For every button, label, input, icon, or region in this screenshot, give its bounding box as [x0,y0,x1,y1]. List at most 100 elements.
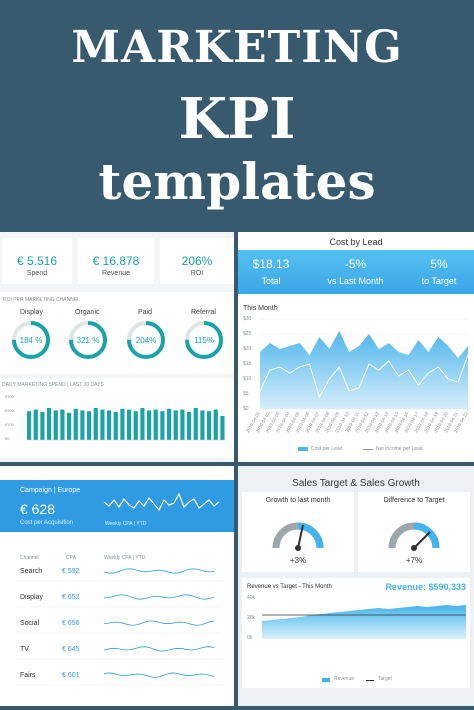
hero-line-2: KPI [178,86,296,152]
gauge-organic [69,321,107,359]
campaign-panel: Campaign | Europe € 628 Cost per Acquisi… [0,466,234,706]
legend-swatch [298,447,308,451]
gauge-value: +3% [289,556,307,565]
spend-bar [167,408,172,440]
kpi-label: Revenue [101,270,131,277]
campaign-title: Campaign | Europe [20,487,81,494]
gauge-referral [185,321,223,359]
kpi-value: € 16.878 [92,254,140,268]
gauge-display [12,321,50,359]
spend-bar [207,411,212,440]
revenue-total: Revenue: $590,333 [385,582,466,592]
y-tick: €0 [5,436,10,441]
campaign-header: Campaign | Europe € 628 Cost per Acquisi… [0,480,234,532]
gauge-value-display: 184 % [19,336,43,345]
net-income-line [259,354,469,399]
y-tick: $20 [243,346,252,352]
legend-net-income: Net Income per Lead [376,446,423,452]
spend-bar [153,409,158,440]
target-gauge [388,522,440,551]
channel-sparklines [16,568,222,686]
spend-bar [60,409,65,440]
target-gauge-card: Difference to Target +7% [358,492,470,572]
kpi-value: $18.13 [252,257,290,271]
row-channel: Social [20,620,40,627]
kpi-value: 5% [430,257,448,271]
legend-cost-per-lead: Cost per Lead [311,446,343,452]
roi-channel-card: ROI PER MARKETING CHANNEL Display Organi… [0,292,234,374]
cpa-value: € 628 [20,501,56,517]
cost-by-lead-panel: Cost by Lead $18.13 Total -5% vs Last Mo… [238,232,474,462]
row-cpa: € 645 [62,646,80,653]
row-channel: Display [20,594,43,601]
row-sparkline [103,646,215,652]
panel-title: Sales Target & Sales Growth [292,478,420,489]
cpa-sparkline [103,492,220,512]
kpi-value: 206% [181,254,213,268]
gauge-value-referral: 115% [194,336,214,345]
revenue-vs-target-chart [262,605,466,639]
row-cpa: € 592 [62,568,80,575]
legend-line [366,680,374,681]
spend-bar [147,410,152,440]
kpi-label: Total [261,276,281,286]
kpi-card-spend: € 5.516 Spend [2,238,72,284]
row-cpa: € 652 [62,594,80,601]
y-tick: €100 [5,422,14,427]
spend-bar [193,408,198,440]
spend-bar [140,408,145,440]
weekly-cpa-sparkline [103,492,220,512]
kpi-card-roi: 206% ROI [160,238,234,284]
kpi-label: to Target [421,276,457,286]
y-tick: 20k [247,615,256,621]
gauge-value-paid: 204% [135,336,157,345]
cpa-label: Cost per Acquisition [20,520,74,526]
y-tick: $10 [243,376,252,382]
legend-swatch [322,678,330,682]
y-tick: $25 [243,331,252,337]
section-title: This Month [243,305,278,312]
spend-bar [93,408,98,440]
cost-kpi-banner: $18.13 Total -5% vs Last Month 5% to Tar… [238,250,474,294]
spend-bar [107,410,112,440]
row-channel: Fairs [20,672,36,679]
legend-revenue: Revenue [334,676,355,682]
revenue-chart-card: Revenue vs Target - This Month Revenue: … [242,578,470,688]
kpi-label: ROI [190,270,204,277]
row-cpa: € 601 [62,672,80,679]
cost-per-lead-area [260,331,468,409]
y-tick: $15 [243,361,252,367]
spend-bar [213,409,218,440]
spend-bar [53,410,58,440]
gauge-label-organic: Organic [75,309,100,316]
spark-label: Weekly CPA | YTD [105,521,147,527]
marketing-overview-panel: € 5.516 Spend € 16.878 Revenue 206% ROI … [0,232,234,462]
gauge-label-paid: Paid [138,309,153,316]
hero-line-1: MARKETING [71,22,403,73]
col-header-channel: Channel [20,555,39,561]
hero-title: MARKETING KPI templates [0,0,474,232]
daily-spend-card: DAILY MARKETING SPEND | LAST 30 DAYS €30… [0,378,234,458]
y-tick: $0 [243,406,249,412]
gauge-value-organic: 321 % [76,336,100,345]
kpi-card-revenue: € 16.878 Revenue [78,238,154,284]
spend-bar [187,412,192,440]
chart-title: Revenue vs Target - This Month [247,584,332,590]
spend-bar [87,411,92,440]
kpi-value: -5% [344,257,367,271]
col-header-cpa: CPA [66,555,76,561]
growth-gauge [272,522,324,551]
row-sparkline [103,568,215,574]
kpi-label: Spend [26,270,48,277]
hero-line-3: templates [98,152,376,211]
col-header-spark: Weekly CPA | YTD [104,555,146,561]
daily-spend-chart [26,408,226,441]
spend-bar [27,411,32,440]
gauge-title: Growth to last month [265,497,331,504]
row-cpa: € 656 [62,620,80,627]
spend-bar [200,410,205,440]
gauge-value: +7% [405,556,423,565]
y-tick: 40k [247,595,256,601]
spend-bar [113,412,118,440]
legend-target: Target [378,676,392,682]
